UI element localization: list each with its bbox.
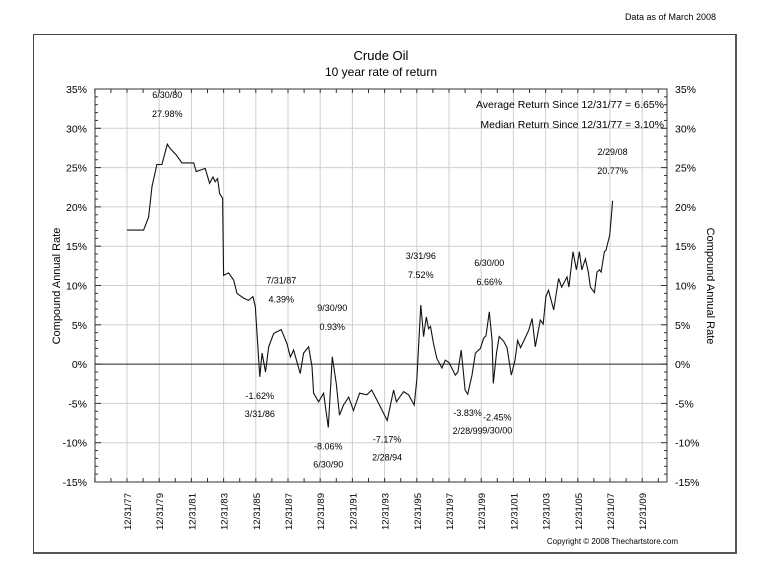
annotation-date: 2/28/94 xyxy=(372,452,402,462)
annotation-date: 3/31/86 xyxy=(245,409,275,419)
y-tick-label-left: 10% xyxy=(66,281,87,293)
y-tick-label-right: 25% xyxy=(675,163,696,175)
annotation-value: 7.52% xyxy=(408,270,434,280)
annotation-value: -8.06% xyxy=(314,441,343,451)
x-tick-label: 12/31/97 xyxy=(445,493,456,530)
y-tick-label-left: 25% xyxy=(66,163,87,175)
annotation-date: 3/31/96 xyxy=(406,251,436,261)
x-tick-label: 12/31/93 xyxy=(381,493,392,530)
y-tick-label-left: 5% xyxy=(72,320,87,332)
annotation-date: 6/30/90 xyxy=(313,459,343,469)
y-tick-label-left: 15% xyxy=(66,241,87,253)
annotation-date: 6/30/80 xyxy=(152,90,182,100)
annotation-value: 6.66% xyxy=(476,277,502,287)
crude-oil-return-line xyxy=(127,142,614,428)
x-tick-label: 12/31/03 xyxy=(542,493,553,530)
y-tick-label-left: 30% xyxy=(66,123,87,135)
annotation: -2.45% 9/30/00 xyxy=(482,412,512,435)
annotation-value: -7.17% xyxy=(373,434,402,444)
annotation-date: 9/30/00 xyxy=(482,425,512,435)
y-tick-label-right: 35% xyxy=(675,84,696,96)
annotation-date: 2/28/99 xyxy=(453,426,483,436)
x-tick-label: 12/31/95 xyxy=(413,493,424,530)
annotation-value: 0.93% xyxy=(320,322,346,332)
annotation-date: 7/31/87 xyxy=(266,276,296,286)
x-tick-label: 12/31/91 xyxy=(348,493,359,530)
annotation: 3/31/96 7.52% xyxy=(406,251,436,280)
annotation-value: 4.39% xyxy=(268,295,294,305)
annotation: 9/30/90 0.93% xyxy=(317,303,347,332)
x-tick-label: 12/31/87 xyxy=(284,493,295,530)
x-tick-label: 12/31/85 xyxy=(252,493,263,530)
y-tick-label-left: 35% xyxy=(66,84,87,96)
y-tick-label-left: -15% xyxy=(62,477,87,489)
y-tick-label-right: 5% xyxy=(675,320,690,332)
x-tick-label: 12/31/01 xyxy=(509,493,520,530)
y-tick-label-right: 10% xyxy=(675,281,696,293)
annotation-value: 27.98% xyxy=(152,109,183,119)
annotation: 6/30/00 6.66% xyxy=(474,258,504,287)
y-tick-label-left: -5% xyxy=(68,398,87,410)
y-tick-label-left: -10% xyxy=(62,438,87,450)
annotation-value: -1.62% xyxy=(246,391,275,401)
x-tick-label: 12/31/81 xyxy=(187,493,198,530)
y-tick-label-right: -5% xyxy=(675,398,694,410)
annotation: 6/30/80 27.98% xyxy=(152,90,183,119)
annotation-value: 20.77% xyxy=(597,166,628,176)
y-tick-label-right: 0% xyxy=(675,359,690,371)
y-tick-label-right: 30% xyxy=(675,123,696,135)
x-tick-label: 12/31/83 xyxy=(220,493,231,530)
chart-frame xyxy=(33,34,737,554)
average-return-stat: Average Return Since 12/31/77 = 6.65% xyxy=(476,99,664,111)
y-tick-label-right: 20% xyxy=(675,202,696,214)
median-return-stat: Median Return Since 12/31/77 = 3.10% xyxy=(480,119,664,131)
annotation: -8.06% 6/30/90 xyxy=(313,441,343,469)
x-tick-label: 12/31/77 xyxy=(123,493,134,530)
y-axis-label-right: Compound Annual Rate xyxy=(704,228,716,345)
annotation: 2/29/08 20.77% xyxy=(597,147,628,176)
annotation-date: 9/30/90 xyxy=(317,303,347,313)
chart-title: Crude Oil xyxy=(354,48,409,63)
chart-subtitle: 10 year rate of return xyxy=(325,65,437,79)
annotation-date: 6/30/00 xyxy=(474,258,504,268)
y-tick-label-left: 0% xyxy=(72,359,87,371)
copyright: Copyright © 2008 Thechartstore.com xyxy=(547,537,678,546)
annotations: 6/30/80 27.98% -1.62% 3/31/86 7/31/87 4.39% -8… xyxy=(152,90,628,469)
y-tick-label-right: -10% xyxy=(675,438,700,450)
annotation-value: -3.83% xyxy=(453,408,482,418)
y-axis-label-left: Compound Annual Rate xyxy=(51,228,63,345)
x-tick-label: 12/31/79 xyxy=(155,493,166,530)
annotation: -7.17% 2/28/94 xyxy=(372,434,402,462)
x-tick-label: 12/31/89 xyxy=(316,493,327,530)
annotation: -1.62% 3/31/86 xyxy=(245,391,275,419)
y-tick-label-right: -15% xyxy=(675,477,700,489)
x-tick-label: 12/31/99 xyxy=(477,493,488,530)
grid xyxy=(95,89,667,482)
x-tick-label: 12/31/09 xyxy=(638,493,649,530)
annotation: 7/31/87 4.39% xyxy=(266,276,296,305)
x-tick-label: 12/31/05 xyxy=(574,493,585,530)
axes: 12/31/77 12/31/79 12/31/81 12/31/83 12/31/85… xyxy=(62,84,699,530)
annotation-date: 2/29/08 xyxy=(598,147,628,157)
annotation-value: -2.45% xyxy=(483,412,512,422)
data-as-of-note: Data as of March 2008 xyxy=(624,12,716,22)
plot-border xyxy=(94,88,668,483)
y-tick-label-right: 15% xyxy=(675,241,696,253)
y-tick-label-left: 20% xyxy=(66,202,87,214)
annotation: -3.83% 2/28/99 xyxy=(453,408,483,436)
series-group xyxy=(127,142,614,428)
x-tick-label: 12/31/07 xyxy=(606,493,617,530)
